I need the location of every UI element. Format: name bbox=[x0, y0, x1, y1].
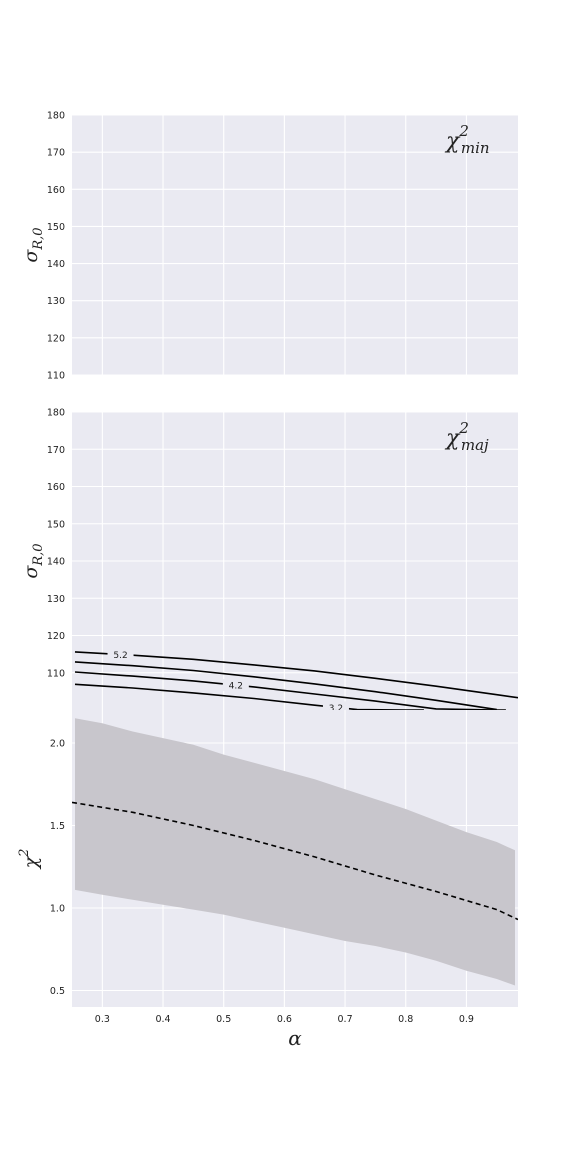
x-tick-label: 0.4 bbox=[155, 1014, 170, 1025]
x-tick-label: 0.9 bbox=[459, 1014, 474, 1025]
contour-line bbox=[74, 661, 497, 710]
y-tick-label: 110 bbox=[47, 668, 65, 679]
contour-line bbox=[74, 651, 518, 699]
y-tick-label: 150 bbox=[47, 222, 65, 233]
contour-line bbox=[74, 683, 424, 710]
confidence-band bbox=[75, 718, 515, 986]
y-tick-label: 130 bbox=[47, 594, 65, 605]
y-axis-label: σR,0 bbox=[20, 227, 46, 262]
y-tick-label: 160 bbox=[47, 185, 65, 196]
y-tick-label: 140 bbox=[47, 557, 65, 568]
x-tick-label: 0.3 bbox=[95, 1014, 110, 1025]
contour-label-bg bbox=[322, 701, 349, 710]
y-tick-label: 1.0 bbox=[50, 904, 65, 915]
contour-label-bg bbox=[107, 648, 134, 661]
y-tick-label: 160 bbox=[47, 482, 65, 493]
y-tick-label: 130 bbox=[47, 296, 65, 307]
x-tick-label: 0.6 bbox=[277, 1014, 292, 1025]
panel-annotation: χ2 min bbox=[444, 122, 490, 157]
y-tick-label: 120 bbox=[47, 333, 65, 344]
contour-label: 5.2 bbox=[113, 651, 127, 661]
panel-chi2: 0.5 1.0 1.5 2.0 0.3 0.4 0.5 0.6 0.7 0.8 0.9 bbox=[50, 710, 518, 1025]
y-tick-label: 0.5 bbox=[50, 986, 65, 997]
y-tick-label: 110 bbox=[47, 371, 65, 382]
y-tick-label: 2.0 bbox=[50, 739, 65, 750]
y-tick-label: 120 bbox=[47, 631, 65, 642]
mean-line bbox=[72, 801, 518, 921]
contour-label-bg bbox=[222, 679, 249, 692]
y-tick-label: 1.5 bbox=[50, 821, 65, 832]
contour-label: 3.2 bbox=[329, 704, 343, 714]
x-tick-label: 0.7 bbox=[338, 1014, 353, 1025]
panel-chi2-maj: 110 120 130 140 150 160 170 180 5.2 4.2 3.2 bbox=[47, 408, 518, 714]
y-axis-label: σR,0 bbox=[20, 543, 46, 578]
panel-chi2-min: 110 120 130 140 150 160 170 180 bbox=[47, 111, 518, 382]
contour-line bbox=[74, 671, 506, 710]
contour-label: 4.2 bbox=[229, 682, 243, 692]
x-tick-label: 0.8 bbox=[398, 1014, 413, 1025]
x-tick-label: 0.5 bbox=[216, 1014, 231, 1025]
y-tick-label: 140 bbox=[47, 259, 65, 270]
y-tick-label: 180 bbox=[47, 408, 65, 419]
y-tick-label: 150 bbox=[47, 519, 65, 530]
y-tick-label: 170 bbox=[47, 148, 65, 159]
y-tick-label: 180 bbox=[47, 111, 65, 122]
figure-labels: χ2 min σR,0 χ2 maj σR,0 χ2 α bbox=[17, 122, 490, 1050]
y-axis-label: χ2 bbox=[17, 849, 42, 871]
x-axis-label: α bbox=[288, 1026, 302, 1050]
plot-background bbox=[72, 115, 518, 375]
panel-annotation: χ2 maj bbox=[444, 419, 489, 454]
y-tick-label: 170 bbox=[47, 445, 65, 456]
